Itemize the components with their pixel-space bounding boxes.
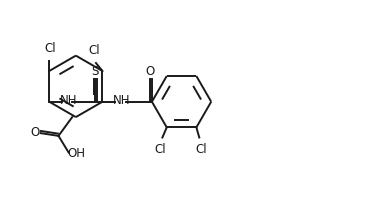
Text: Cl: Cl — [44, 42, 56, 55]
Text: Cl: Cl — [195, 143, 207, 156]
Text: O: O — [30, 126, 39, 139]
Text: Cl: Cl — [154, 143, 166, 156]
Text: OH: OH — [68, 148, 85, 160]
Text: Cl: Cl — [89, 44, 100, 57]
Text: NH: NH — [60, 94, 77, 108]
Text: S: S — [92, 65, 99, 78]
Text: O: O — [146, 65, 155, 78]
Text: NH: NH — [113, 94, 131, 108]
